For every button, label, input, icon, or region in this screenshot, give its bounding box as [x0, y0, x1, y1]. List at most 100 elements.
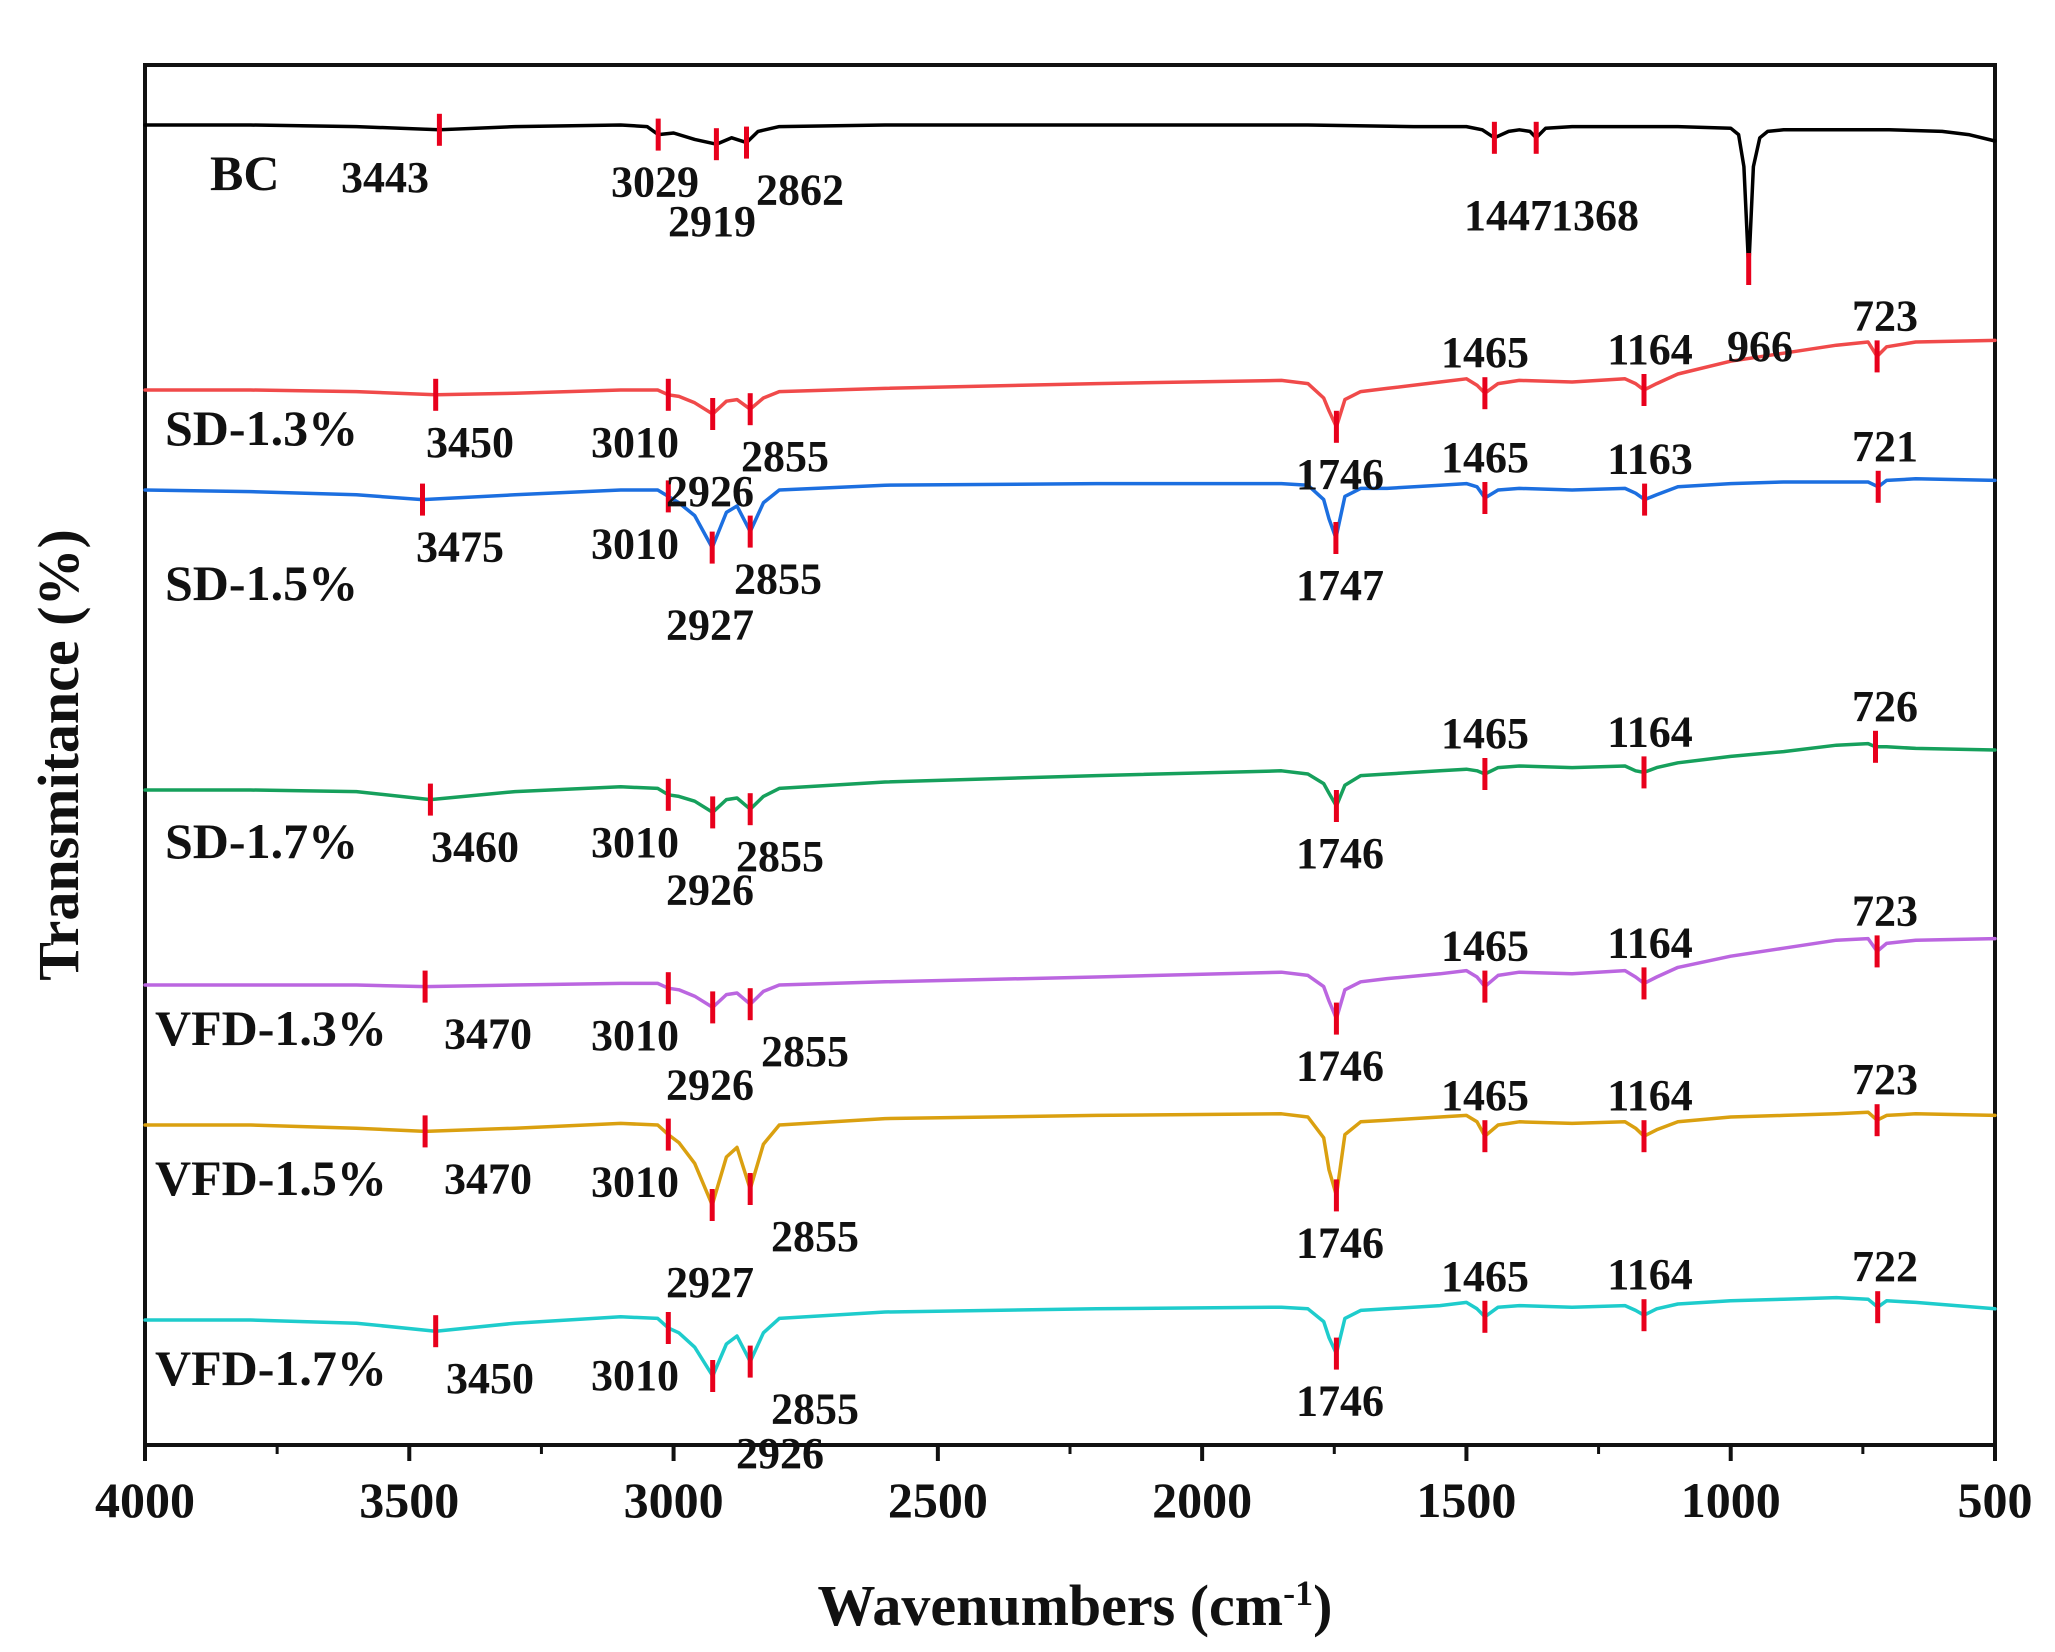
- peak-marker: [747, 1345, 753, 1378]
- peak-marker: [1482, 758, 1488, 790]
- peak-marker: [665, 778, 671, 811]
- series-label: SD-1.7%: [165, 813, 358, 869]
- peak-label: 2926: [666, 1060, 754, 1109]
- peak-label: 1164: [1607, 1250, 1693, 1299]
- series-label: VFD-1.7%: [155, 1340, 387, 1396]
- peak-marker: [1333, 1002, 1339, 1035]
- peak-label: 1746: [1296, 829, 1384, 878]
- peak-label: 1465: [1441, 433, 1529, 482]
- peak-marker: [422, 970, 428, 1003]
- peak-marker: [665, 480, 671, 513]
- peak-marker: [1482, 377, 1488, 410]
- peak-marker: [1491, 121, 1497, 154]
- peak-marker: [436, 113, 442, 146]
- series-label: VFD-1.5%: [155, 1150, 387, 1206]
- peak-marker: [1533, 121, 1539, 154]
- peak-label: 1465: [1441, 328, 1529, 377]
- peak-label: 3010: [591, 418, 679, 467]
- peak-label: 721: [1852, 422, 1918, 471]
- peak-marker: [665, 972, 671, 1005]
- peak-marker: [433, 1315, 439, 1348]
- peak-marker: [665, 1312, 671, 1344]
- y-axis-title: Transmitance (%): [26, 529, 91, 981]
- peak-marker: [713, 128, 719, 161]
- peak-marker: [1875, 1291, 1881, 1324]
- series-line-vfd-1-3-: [143, 936, 1997, 1021]
- peak-marker: [665, 1118, 671, 1151]
- series-line-vfd-1-5-: [143, 1110, 1997, 1207]
- x-axis-ticks: 4000 3500 3000 2500 2000 1500 1000 500: [95, 1445, 2033, 1528]
- series-label-layer: BC SD-1.3% SD-1.5% SD-1.7% VFD-1.3% VFD-1.5% V…: [155, 145, 387, 1396]
- peak-label: 3029: [611, 158, 699, 207]
- peak-label: 723: [1852, 291, 1918, 340]
- peak-marker: [744, 126, 749, 159]
- x-tick-label: 3000: [624, 1472, 724, 1528]
- peak-marker: [1875, 470, 1881, 503]
- x-axis-title-sup: -1: [1283, 1573, 1313, 1613]
- peak-label: 2855: [771, 1212, 859, 1261]
- peak-label: 1746: [1296, 1042, 1384, 1091]
- peak-marker: [433, 378, 439, 411]
- peak-label: 3470: [444, 1154, 532, 1203]
- peak-label: 2919: [668, 197, 756, 246]
- peak-label: 1746: [1296, 450, 1384, 499]
- peak-label: 726: [1852, 682, 1918, 731]
- peak-label: 1465: [1441, 709, 1529, 758]
- peak-marker: [1333, 790, 1339, 822]
- peak-marker: [427, 783, 433, 816]
- peak-marker: [1641, 1299, 1647, 1332]
- peak-marker: [1641, 967, 1647, 1000]
- peak-label: 2926: [666, 467, 754, 516]
- series-line-sd-1-5-: [143, 477, 1997, 550]
- peak-marker: [709, 531, 715, 564]
- peak-marker: [710, 796, 716, 829]
- x-tick-label: 1500: [1416, 1472, 1516, 1528]
- peak-marker: [710, 1360, 716, 1392]
- peak-marker: [655, 118, 661, 151]
- peak-label: 1465: [1441, 922, 1529, 971]
- x-axis-title-main: Wavenumbers (cm: [818, 1573, 1284, 1638]
- peak-marker: [1333, 1337, 1339, 1370]
- peak-marker: [1641, 756, 1647, 789]
- series-label: VFD-1.3%: [155, 1000, 387, 1056]
- peak-marker: [1641, 374, 1647, 406]
- plot-frame: [143, 63, 1997, 1447]
- peak-marker: [1482, 1300, 1488, 1333]
- peak-marker: [1642, 483, 1648, 516]
- peak-label: 1163: [1607, 435, 1693, 484]
- peak-label: 2855: [771, 1385, 859, 1434]
- series-label: SD-1.5%: [165, 555, 358, 611]
- peak-marker: [747, 515, 753, 548]
- peak-label: 3470: [444, 1010, 532, 1059]
- peak-marker-layer: [420, 113, 1881, 1392]
- peak-label: 1465: [1441, 1071, 1529, 1120]
- peak-marker: [1333, 522, 1339, 554]
- peak-marker: [1333, 410, 1339, 443]
- peak-marker: [710, 991, 716, 1024]
- x-tick-label: 2000: [1152, 1472, 1252, 1528]
- peak-label: 3443: [341, 153, 429, 202]
- peak-label: 1746: [1296, 1377, 1384, 1426]
- x-tick-label: 4000: [95, 1472, 195, 1528]
- series-line-sd-1-3-: [143, 338, 1997, 429]
- peak-label: 1447: [1464, 191, 1552, 240]
- peak-label: 966: [1727, 322, 1793, 371]
- peak-label: 3010: [591, 1351, 679, 1400]
- x-tick-label: 500: [1958, 1472, 2033, 1528]
- series-line-vfd-1-7-: [143, 1295, 1997, 1378]
- peak-marker: [1641, 1120, 1647, 1153]
- peak-marker: [1874, 935, 1880, 968]
- peak-marker: [665, 378, 671, 411]
- peak-label: 723: [1852, 1055, 1918, 1104]
- peak-label: 3010: [591, 1011, 679, 1060]
- peak-label: 2926: [666, 865, 754, 914]
- peak-label: 1368: [1551, 191, 1639, 240]
- peak-label: 1164: [1607, 707, 1693, 756]
- peak-marker: [1482, 970, 1488, 1003]
- peak-marker: [747, 793, 753, 826]
- peak-label: 3475: [416, 523, 504, 572]
- peak-marker: [420, 483, 425, 516]
- peak-label: 1465: [1441, 1252, 1529, 1301]
